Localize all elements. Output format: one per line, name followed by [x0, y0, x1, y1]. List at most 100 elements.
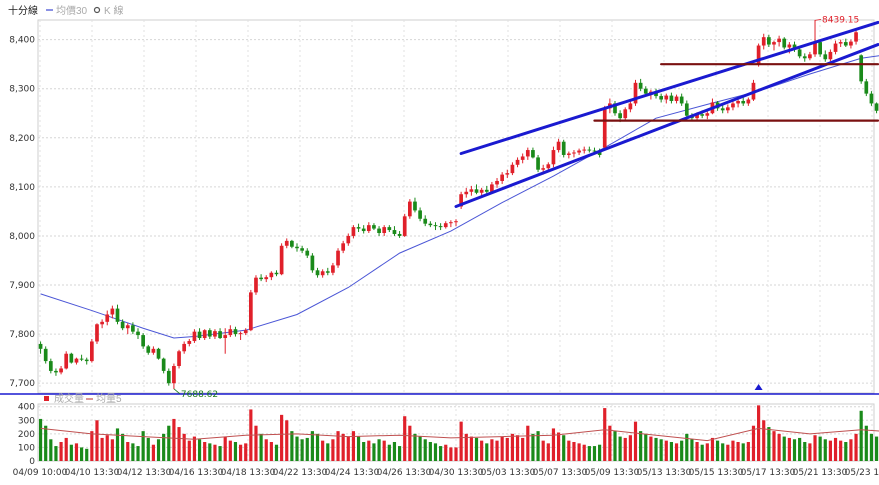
- candle-body: [433, 225, 438, 227]
- volume-bar: [49, 439, 53, 461]
- candle-body: [413, 201, 417, 211]
- volume-bar: [64, 437, 68, 461]
- price-tick-label: 7,800: [9, 330, 35, 340]
- volume-bar: [464, 433, 468, 461]
- volume-bar: [818, 436, 822, 461]
- volume-bar: [859, 410, 863, 461]
- chart-title: 十分線: [8, 4, 38, 17]
- volume-bar: [741, 443, 745, 461]
- volume-bar: [423, 439, 427, 461]
- time-tick-label: 04/26 13:30: [377, 468, 432, 478]
- annotation-leader: [173, 388, 181, 395]
- volume-bar: [141, 431, 145, 461]
- candle-body: [833, 43, 838, 52]
- volume-bar: [100, 437, 104, 461]
- candle-body: [500, 174, 505, 181]
- volume-bar: [382, 440, 386, 461]
- volume-bar: [110, 439, 114, 461]
- volume-bar: [490, 439, 494, 461]
- candle-body: [182, 343, 187, 352]
- time-tick-label: 04/10 13:30: [65, 468, 120, 478]
- candle-body: [151, 348, 156, 353]
- volume-bar: [362, 442, 366, 461]
- candle-body: [592, 150, 597, 152]
- trendline-lower-channel: [454, 43, 879, 208]
- volume-bar: [664, 440, 668, 461]
- volume-bar: [295, 436, 299, 461]
- volume-bar: [536, 431, 540, 461]
- candle-body: [577, 150, 581, 153]
- volume-bar: [767, 427, 771, 461]
- volume-bar: [710, 437, 715, 461]
- volume-bar: [264, 439, 268, 461]
- volume-bar: [772, 431, 776, 461]
- volume-bar: [392, 442, 397, 461]
- legend-swatch-candle: [93, 6, 101, 14]
- volume-bar: [792, 439, 797, 461]
- volume-bar: [274, 444, 279, 461]
- candle-body: [100, 321, 104, 325]
- volume-bar: [115, 428, 120, 461]
- candle-body: [228, 329, 233, 336]
- price-tick-label: 8,400: [9, 36, 35, 46]
- candle-body: [79, 358, 84, 360]
- time-tick-label: 04/16 13:30: [169, 468, 224, 478]
- volume-bar: [582, 444, 586, 461]
- candle-body: [407, 201, 412, 217]
- candle-body: [556, 141, 561, 151]
- trendline-upper-channel: [459, 20, 879, 155]
- candle-body: [454, 221, 458, 223]
- candle-body: [284, 240, 289, 246]
- candle-body: [490, 184, 494, 192]
- volume-bar: [864, 425, 868, 461]
- candle-body: [264, 277, 269, 280]
- candle-body: [797, 49, 802, 57]
- volume-bar: [356, 436, 361, 461]
- candle-body: [725, 107, 730, 111]
- volume-bar: [510, 433, 515, 461]
- candle-body: [741, 100, 746, 104]
- candle-body: [74, 358, 79, 363]
- volume-bar: [587, 446, 591, 461]
- volume-bar: [377, 439, 381, 461]
- candle-body: [705, 113, 710, 116]
- time-tick-label: 04/12 13:30: [117, 468, 172, 478]
- candle-body: [782, 38, 787, 48]
- volume-bar: [695, 442, 699, 461]
- time-tick-label: 05/13 13:30: [637, 468, 692, 478]
- candle-body: [864, 81, 869, 94]
- volume-bar: [726, 444, 730, 461]
- volume-bar: [474, 437, 479, 461]
- volume-bar: [351, 431, 356, 461]
- volume-bar: [674, 443, 679, 461]
- volume-bar: [469, 436, 473, 461]
- volume-bar: [874, 436, 879, 461]
- volume-bar: [787, 437, 791, 461]
- volume-bar: [59, 442, 63, 461]
- candle-body: [859, 55, 864, 82]
- candle-body: [813, 42, 817, 55]
- volume-bar: [192, 436, 197, 461]
- volume-bar: [208, 443, 212, 461]
- volume-bar: [869, 433, 874, 461]
- candle-body: [536, 157, 540, 170]
- volume-bar: [633, 421, 638, 461]
- volume-bar: [367, 440, 371, 461]
- candle-body: [110, 308, 115, 315]
- candle-body: [525, 150, 530, 157]
- candle-body: [172, 366, 176, 384]
- volume-bar: [305, 437, 309, 461]
- candle-body: [243, 330, 248, 334]
- candle-body: [602, 108, 607, 148]
- legend-item-label: 均量5: [96, 393, 122, 405]
- candle-body: [387, 227, 392, 231]
- candle-body: [300, 248, 304, 251]
- candle-body: [372, 225, 376, 229]
- candle-body: [69, 353, 74, 363]
- candle-body: [854, 32, 858, 42]
- volume-bar: [592, 446, 597, 461]
- price-tick-label: 8,300: [9, 85, 35, 95]
- volume-bar: [290, 431, 294, 461]
- candle-body: [377, 228, 381, 234]
